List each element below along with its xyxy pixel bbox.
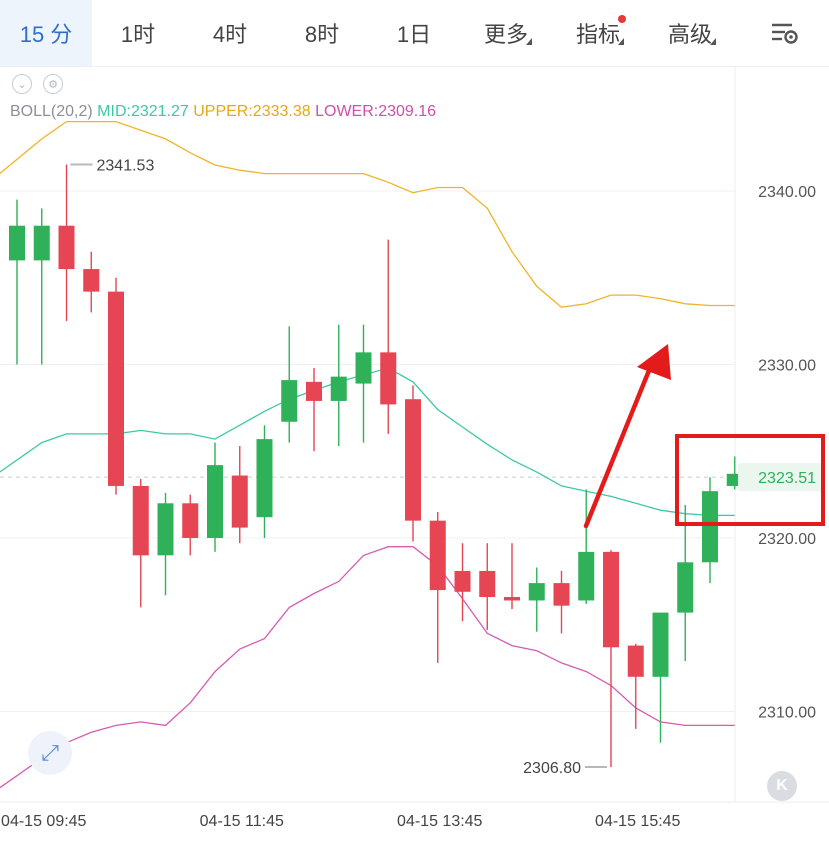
kline-chart[interactable]: 2340.00 2330.00 2320.00 2310.00 04-15 09:45 0… <box>0 66 829 847</box>
candle-body <box>281 380 298 422</box>
y-tick-label: 2330.00 <box>758 358 816 375</box>
trend-arrow-head <box>637 344 671 380</box>
candle-body <box>231 475 248 528</box>
chart-settings-button[interactable] <box>752 0 818 66</box>
tab-label: 高级 <box>667 22 712 47</box>
caret-icon <box>710 38 716 45</box>
candle-body <box>108 291 124 486</box>
high-price-label: 2341.53 <box>97 157 155 174</box>
y-tick-label: 2340.00 <box>758 184 816 201</box>
candle-body <box>528 583 545 601</box>
boll-mid-line <box>0 367 735 517</box>
tab-label: 15 分 <box>19 22 73 47</box>
tab-15m[interactable]: 15 分 <box>0 0 92 66</box>
chart-labels: 2340.00 2330.00 2320.00 2310.00 04-15 09:45 0… <box>1 157 824 830</box>
annotations <box>583 344 825 529</box>
tab-label: 1日 <box>396 22 432 47</box>
bollinger-bands <box>0 120 735 789</box>
low-price-label: 2306.80 <box>523 760 581 777</box>
expand-button[interactable]: ⤢ <box>28 731 72 775</box>
candle-body <box>677 562 694 613</box>
candle-body <box>207 465 223 538</box>
candle-body <box>256 439 273 518</box>
candle-body <box>58 225 75 270</box>
boll-legend-lower: LOWER:2309.16 <box>315 103 437 120</box>
y-tick-label: 2310.00 <box>758 705 816 722</box>
boll-legend-name: BOLL(20,2) <box>10 103 93 120</box>
caret-icon <box>526 38 532 45</box>
back-icon: K <box>776 777 788 794</box>
expand-icon: ⤢ <box>41 740 59 765</box>
tab-label: 4时 <box>212 22 248 47</box>
candle-body <box>553 583 570 606</box>
trend-arrow-shaft <box>583 365 653 529</box>
settings-icon <box>772 23 798 44</box>
boll-legend-upper: UPPER:2333.38 <box>193 103 311 120</box>
candle-body <box>182 503 199 538</box>
tab-1d[interactable]: 1日 <box>368 0 460 66</box>
candle-body <box>83 269 100 292</box>
tab-label: 更多 <box>483 22 528 47</box>
gear-icon: ⚙ <box>48 78 58 91</box>
indicator-settings-button[interactable]: ⚙ <box>43 74 63 94</box>
candles <box>9 164 743 768</box>
x-tick-label: 04-15 11:45 <box>200 813 284 830</box>
y-tick-label: 2320.00 <box>758 531 816 548</box>
boll-legend-mid: MID:2321.27 <box>97 103 189 120</box>
candle-body <box>132 485 149 556</box>
tab-4h[interactable]: 4时 <box>184 0 276 66</box>
collapse-icon: ⌄ <box>17 78 27 91</box>
candle-body <box>330 376 347 401</box>
current-price-label: 2323.51 <box>758 470 816 487</box>
timeframe-tabbar: 15 分 1时 4时 8时 1日 更多 指标 高级 <box>0 0 829 67</box>
candle-body <box>355 352 372 384</box>
candle-body <box>603 551 619 648</box>
tab-8h[interactable]: 8时 <box>276 0 368 66</box>
tab-1h[interactable]: 1时 <box>92 0 184 66</box>
x-tick-label: 04-15 09:45 <box>1 813 87 830</box>
candle-body <box>578 551 595 601</box>
highlight-box <box>675 434 825 526</box>
candle-body <box>454 570 471 592</box>
candle-body <box>702 491 718 563</box>
boll-lower-line <box>0 546 735 789</box>
boll-upper-line <box>0 120 735 308</box>
boll-legend: BOLL(20,2) MID:2321.27 UPPER:2333.38 LOW… <box>10 103 436 121</box>
tab-advanced[interactable]: 高级 <box>644 0 736 66</box>
back-to-latest-button[interactable]: K <box>767 771 797 801</box>
x-tick-label: 04-15 15:45 <box>595 813 681 830</box>
candle-body <box>157 503 174 556</box>
candle-body <box>627 645 644 677</box>
tab-label: 8时 <box>304 22 340 47</box>
current-price-tag <box>738 463 824 492</box>
candle-body <box>652 612 669 677</box>
candle-body <box>306 381 322 401</box>
candle-body <box>429 520 446 591</box>
x-tick-label: 04-15 13:45 <box>397 813 483 830</box>
candle-body <box>479 570 496 597</box>
candle-body <box>405 399 421 521</box>
caret-icon <box>618 38 624 45</box>
candle-body <box>504 596 520 601</box>
tab-label: 指标 <box>575 22 620 47</box>
candle-body <box>33 225 50 261</box>
candle-body <box>9 225 25 261</box>
tab-label: 1时 <box>120 22 156 47</box>
candle-body <box>380 352 397 405</box>
notification-dot <box>618 15 626 23</box>
collapse-button[interactable]: ⌄ <box>12 74 32 94</box>
tab-indicators[interactable]: 指标 <box>552 0 644 66</box>
tab-more[interactable]: 更多 <box>460 0 552 66</box>
